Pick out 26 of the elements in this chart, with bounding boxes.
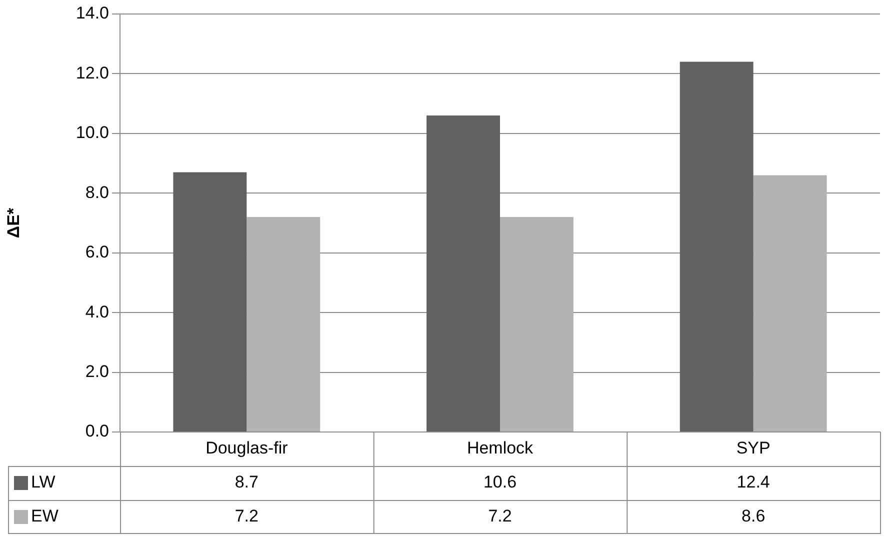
- y-tick-label: 8.0: [85, 182, 109, 202]
- bar: [753, 175, 827, 432]
- data-label: 8.7: [234, 472, 258, 492]
- legend-label: EW: [31, 506, 58, 526]
- x-tick-label: SYP: [736, 438, 770, 458]
- bar: [680, 62, 754, 432]
- y-tick-label: 6.0: [85, 242, 109, 262]
- x-tick-label: Douglas-fir: [206, 438, 288, 458]
- bar: [426, 116, 500, 432]
- y-tick-label: 4.0: [85, 302, 109, 322]
- y-tick-label: 14.0: [76, 4, 109, 23]
- y-tick-label: 2.0: [85, 362, 109, 381]
- x-tick-label: Hemlock: [466, 438, 534, 458]
- y-tick-label: 12.0: [76, 63, 109, 82]
- legend-label: LW: [31, 472, 56, 492]
- data-label: 7.2: [234, 506, 258, 526]
- data-label: 10.6: [483, 472, 517, 492]
- bar: [246, 217, 320, 432]
- bar: [500, 217, 574, 432]
- y-axis-title: ΔE*: [4, 208, 23, 238]
- y-tick-label: 0.0: [85, 422, 109, 441]
- data-label: 8.6: [742, 506, 766, 526]
- bar: [173, 172, 247, 432]
- y-tick-label: 10.0: [76, 123, 109, 142]
- data-label: 12.4: [736, 472, 770, 492]
- data-label: 7.2: [488, 506, 512, 526]
